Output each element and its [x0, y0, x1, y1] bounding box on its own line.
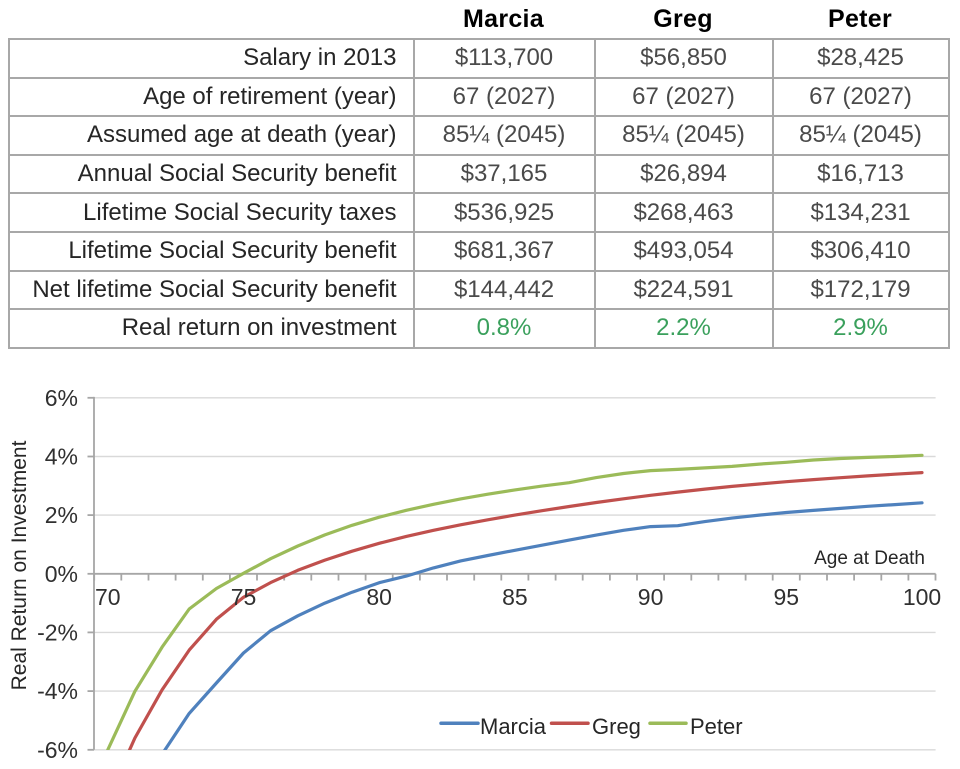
svg-text:4%: 4% — [45, 444, 78, 470]
svg-text:Age at Death: Age at Death — [814, 548, 925, 569]
svg-text:90: 90 — [638, 584, 664, 610]
svg-text:85: 85 — [502, 584, 528, 610]
svg-text:-4%: -4% — [37, 678, 78, 704]
svg-text:-6%: -6% — [37, 737, 78, 763]
svg-text:Real Return on Investment: Real Return on Investment — [8, 440, 31, 690]
svg-text:100: 100 — [903, 584, 941, 610]
svg-text:6%: 6% — [45, 385, 78, 411]
svg-text:Peter: Peter — [690, 714, 743, 739]
svg-text:80: 80 — [366, 584, 392, 610]
svg-text:0%: 0% — [45, 561, 78, 587]
svg-text:70: 70 — [95, 584, 121, 610]
svg-text:Marcia: Marcia — [480, 714, 547, 739]
svg-text:2%: 2% — [45, 502, 78, 528]
svg-text:-2%: -2% — [37, 619, 78, 645]
svg-text:Greg: Greg — [592, 714, 641, 739]
svg-text:95: 95 — [774, 584, 800, 610]
svg-text:75: 75 — [231, 584, 257, 610]
